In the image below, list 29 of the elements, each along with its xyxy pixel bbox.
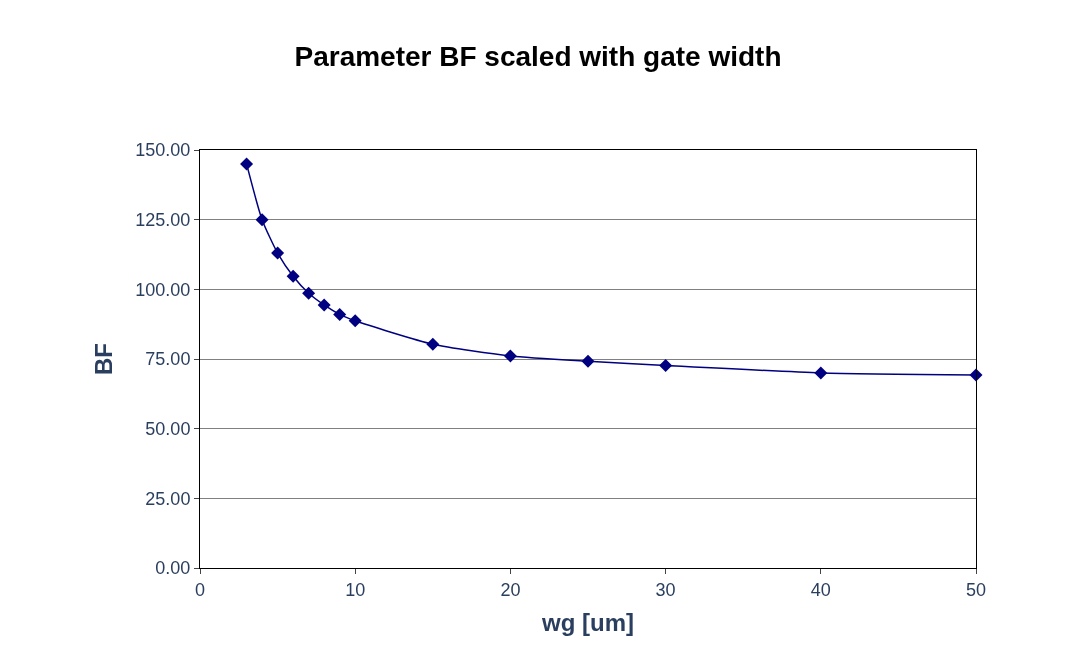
point bbox=[255, 213, 269, 227]
y-tick-label: 100.00 bbox=[135, 279, 191, 300]
point bbox=[317, 298, 331, 312]
y-tick-label: 0.00 bbox=[155, 558, 191, 579]
x-tick-label: 20 bbox=[500, 579, 521, 600]
x-tick-label: 10 bbox=[345, 579, 366, 600]
chart-title: Parameter BF scaled with gate width bbox=[294, 40, 782, 72]
point bbox=[271, 246, 285, 260]
point bbox=[503, 349, 517, 363]
x-tick-label: 50 bbox=[965, 579, 987, 600]
y-tick-label: 25.00 bbox=[145, 488, 191, 509]
y-tick-label: 150.00 bbox=[135, 140, 191, 161]
x-tick-label: 40 bbox=[810, 579, 831, 600]
point bbox=[659, 358, 673, 372]
point bbox=[240, 157, 254, 171]
y-tick-label: 75.00 bbox=[145, 349, 191, 370]
y-tick-label: 50.00 bbox=[145, 418, 191, 439]
point bbox=[348, 314, 362, 328]
point bbox=[333, 307, 347, 321]
point bbox=[286, 269, 300, 283]
y-axis-title: BF bbox=[90, 343, 118, 375]
point bbox=[581, 354, 595, 368]
x-tick-label: 0 bbox=[194, 579, 206, 600]
point bbox=[302, 286, 316, 300]
x-axis-title: wg [um] bbox=[541, 608, 634, 636]
point bbox=[814, 366, 828, 380]
x-tick-label: 30 bbox=[655, 579, 676, 600]
point bbox=[426, 337, 440, 351]
y-tick-label: 125.00 bbox=[135, 209, 191, 230]
